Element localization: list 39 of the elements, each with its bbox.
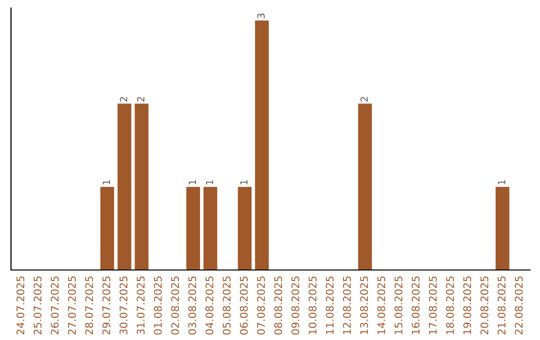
data-label: 1: [498, 180, 506, 184]
x-tick-label: 14.08.2025: [377, 276, 386, 334]
data-label: 2: [120, 97, 128, 102]
x-tick-label: 25.07.2025: [34, 276, 42, 334]
x-tick-label: 11.08.2025: [326, 276, 334, 334]
x-tick-label: 31.07.2025: [136, 276, 145, 334]
x-tick-label: 29.07.2025: [102, 276, 110, 334]
x-tick-label: 02.08.2025: [171, 276, 180, 335]
x-tick-label: 10.08.2025: [308, 276, 316, 334]
x-tick-label: 03.08.2025: [188, 276, 196, 335]
x-tick-label: 06.08.2025: [240, 276, 248, 335]
x-tick-label: 08.08.2025: [274, 276, 282, 335]
data-label: 2: [137, 97, 144, 102]
x-tick-label: 22.08.2025: [514, 276, 523, 334]
x-tick-label: 13.08.2025: [360, 276, 368, 334]
x-tick-label: 12.08.2025: [342, 276, 351, 334]
x-tick-label: 24.07.2025: [16, 276, 24, 334]
x-tick-label: 20.08.2025: [480, 276, 488, 334]
x-tick-label: 18.08.2025: [446, 276, 454, 334]
x-tick-label: 30.07.2025: [120, 276, 128, 334]
data-label: 1: [188, 180, 196, 184]
x-tick-label: 26.07.2025: [50, 276, 59, 334]
data-label: 1: [240, 180, 248, 184]
x-tick-label: 21.08.2025: [498, 276, 506, 334]
x-tick-label: 04.08.2025: [205, 276, 214, 335]
x-tick-label: 28.07.2025: [85, 276, 94, 334]
data-label: 1: [102, 180, 110, 184]
x-tick-label: 27.07.2025: [68, 276, 76, 334]
x-tick-label: 17.08.2025: [428, 276, 437, 334]
x-tick-label: 07.08.2025: [257, 276, 265, 335]
x-tick-label: 01.08.2025: [154, 276, 162, 335]
data-label: 2: [360, 97, 368, 102]
x-tick-label: 19.08.2025: [463, 276, 472, 334]
x-tick-label: 15.08.2025: [394, 276, 402, 334]
x-tick-label: 16.08.2025: [412, 276, 420, 334]
x-tick-label: 05.08.2025: [222, 276, 231, 335]
data-label: 3: [257, 14, 265, 18]
x-tick-label: 09.08.2025: [291, 276, 300, 335]
data-label: 1: [206, 180, 214, 184]
